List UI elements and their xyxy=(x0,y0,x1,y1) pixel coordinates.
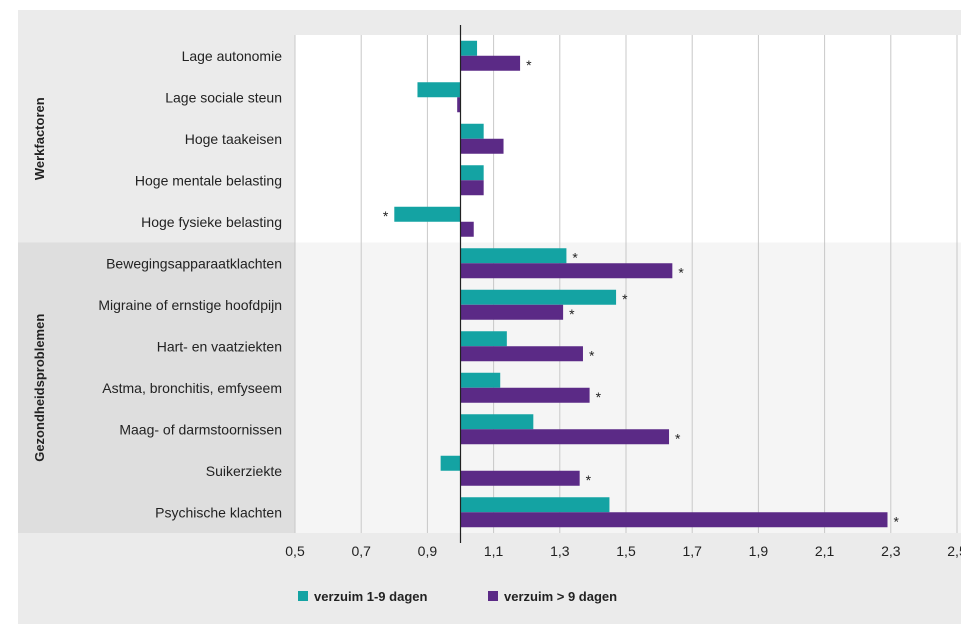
bar-series-0 xyxy=(460,331,507,347)
category-label: Lage sociale steun xyxy=(165,89,282,105)
significance-marker: * xyxy=(675,430,681,446)
bar-series-1 xyxy=(460,512,888,528)
bar-series-1 xyxy=(460,221,474,237)
x-tick-label: 2,5 xyxy=(947,543,961,559)
category-label: Hart- en vaatziekten xyxy=(157,338,282,354)
bar-series-1 xyxy=(460,346,583,362)
x-tick-label: 2,3 xyxy=(881,543,901,559)
significance-marker: * xyxy=(572,249,578,265)
category-label: Astma, bronchitis, emfyseem xyxy=(102,380,282,396)
bar-series-1 xyxy=(460,138,504,154)
bar-series-0 xyxy=(460,165,484,181)
bar-series-1 xyxy=(460,263,673,279)
category-label: Bewegingsapparaatklachten xyxy=(106,255,282,271)
bar-series-1 xyxy=(460,387,590,403)
category-label: Lage autonomie xyxy=(182,48,283,64)
bar-series-0 xyxy=(460,123,484,139)
x-tick-label: 1,3 xyxy=(550,543,570,559)
legend-swatch-1 xyxy=(488,591,498,601)
bar-series-1 xyxy=(460,429,670,445)
bar-series-1 xyxy=(460,304,564,320)
significance-marker: * xyxy=(622,291,628,307)
legend-label-1: verzuim > 9 dagen xyxy=(504,589,617,604)
legend-swatch-0 xyxy=(298,591,308,601)
category-label: Psychische klachten xyxy=(155,504,282,520)
significance-marker: * xyxy=(526,57,532,73)
category-label: Hoge mentale belasting xyxy=(135,172,282,188)
bar-series-0 xyxy=(460,248,567,264)
group-band-health xyxy=(18,242,295,533)
category-label: Maag- of darmstoornissen xyxy=(119,421,282,437)
significance-marker: * xyxy=(586,472,592,488)
x-tick-label: 1,7 xyxy=(682,543,702,559)
bar-series-1 xyxy=(457,97,461,113)
plot-area-bottom xyxy=(295,242,961,533)
x-tick-label: 2,1 xyxy=(815,543,835,559)
x-tick-label: 1,9 xyxy=(749,543,769,559)
x-tick-label: 0,7 xyxy=(351,543,371,559)
bar-series-0 xyxy=(440,455,461,471)
category-label: Migraine of ernstige hoofdpijn xyxy=(98,297,282,313)
significance-marker: * xyxy=(589,347,595,363)
legend-label-0: verzuim 1-9 dagen xyxy=(314,589,427,604)
group-label-0: Werkfactoren xyxy=(32,97,47,180)
x-tick-label: 1,5 xyxy=(616,543,636,559)
x-tick-label: 0,9 xyxy=(418,543,438,559)
bar-series-0 xyxy=(460,289,617,305)
category-label: Hoge fysieke belasting xyxy=(141,214,282,230)
bar-series-0 xyxy=(460,40,478,56)
category-label: Hoge taakeisen xyxy=(185,131,282,147)
significance-marker: * xyxy=(383,208,389,224)
x-tick-label: 0,5 xyxy=(285,543,305,559)
bar-series-1 xyxy=(460,470,580,486)
significance-marker: * xyxy=(893,513,899,529)
significance-marker: * xyxy=(678,264,684,280)
x-tick-label: 1,1 xyxy=(484,543,504,559)
category-label: Suikerziekte xyxy=(206,463,282,479)
bar-series-0 xyxy=(460,497,610,513)
bar-series-1 xyxy=(460,55,521,71)
bar-series-0 xyxy=(417,82,461,98)
significance-marker: * xyxy=(596,389,602,405)
bar-series-1 xyxy=(460,180,484,196)
group-label-1: Gezondheidsproblemen xyxy=(32,314,47,462)
bar-series-0 xyxy=(394,206,461,222)
bar-series-0 xyxy=(460,414,534,430)
significance-marker: * xyxy=(569,306,575,322)
bar-series-0 xyxy=(460,372,501,388)
